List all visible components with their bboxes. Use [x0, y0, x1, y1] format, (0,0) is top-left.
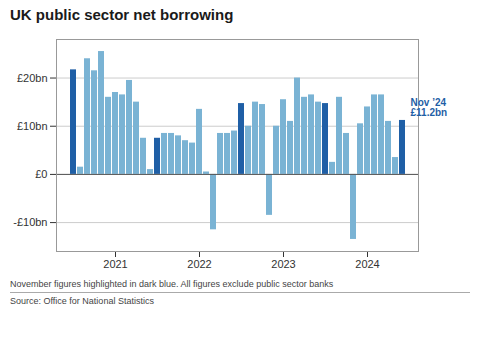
svg-text:£0: £0: [35, 168, 47, 180]
html-text:November figures highlighted i: November figures highlighted in dark blu…: [10, 279, 334, 289]
svg-text:£10bn: £10bn: [17, 120, 48, 132]
html-text:UK public sector net borrowing: UK public sector net borrowing: [10, 6, 234, 23]
svg-text:2021: 2021: [103, 258, 127, 270]
svg-text:2023: 2023: [271, 258, 295, 270]
svg-text:£20bn: £20bn: [17, 72, 48, 84]
svg-text:2022: 2022: [187, 258, 211, 270]
html-text:Source: Office for National St: Source: Office for National Statistics: [10, 296, 154, 306]
svg-text:Nov ’24£11.2bn: Nov ’24£11.2bn: [411, 97, 448, 118]
svg-text:2024: 2024: [355, 258, 379, 270]
svg-text:-£10bn: -£10bn: [13, 216, 47, 228]
